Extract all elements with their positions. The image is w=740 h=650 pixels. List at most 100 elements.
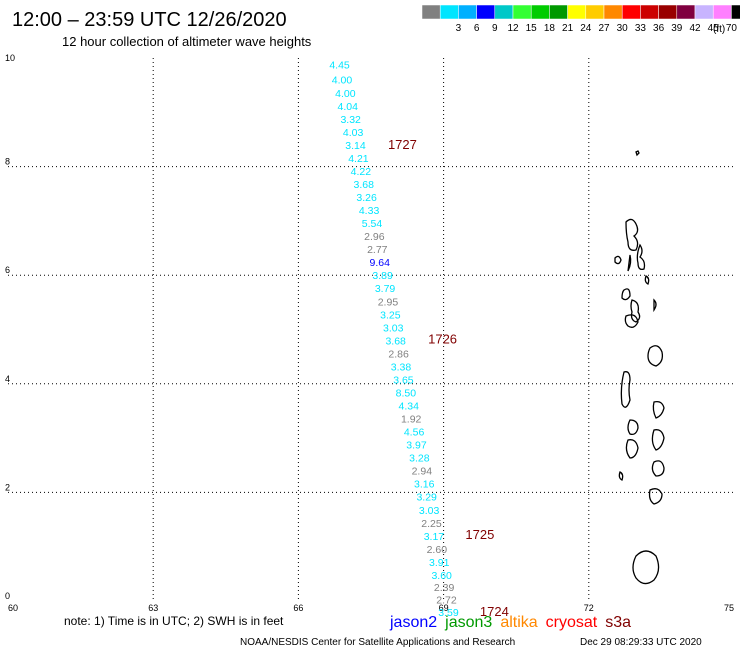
wave-height-label: 3.68 <box>385 335 406 347</box>
color-scale-tick-label: 15 <box>526 23 538 34</box>
wave-height-label: 5.54 <box>362 218 383 230</box>
color-scale-tick-label: 36 <box>653 23 665 34</box>
wave-height-label: 3.32 <box>340 114 361 126</box>
color-scale-tick-label: 18 <box>544 23 556 34</box>
lon-tick-label: 75 <box>724 603 734 613</box>
lon-tick-label: 63 <box>148 603 158 613</box>
time-labels: 1727 1726 1725 1724 <box>388 137 509 619</box>
satellite-legend: jason2 jason3 altika cryosat s3a <box>389 614 631 631</box>
wave-height-label: 3.03 <box>383 322 404 334</box>
wave-height-label: 3.59 <box>438 607 459 619</box>
coastline-maldives <box>614 150 665 585</box>
lat-tick-label: 0 <box>5 591 10 601</box>
wave-height-label: 2.25 <box>421 518 442 530</box>
wave-height-label: 2.39 <box>434 582 455 594</box>
color-scale-tick-label: 9 <box>492 23 498 34</box>
color-scale-tick-label: 33 <box>635 23 647 34</box>
color-scale-swatch <box>421 4 441 20</box>
color-scale-swatch <box>676 4 696 20</box>
wave-height-label: 3.97 <box>406 440 427 452</box>
color-scale-tick-label: 27 <box>598 23 610 34</box>
color-scale-tick-label: 24 <box>580 23 592 34</box>
color-scale-unit: (ft) <box>713 24 725 35</box>
wave-height-label: 3.65 <box>393 374 414 386</box>
wave-height-label: 3.26 <box>356 192 377 204</box>
time-label: 1726 <box>428 331 457 346</box>
map-grid <box>8 58 734 601</box>
color-scale-tick-label: 30 <box>617 23 629 34</box>
wave-height-label: 2.86 <box>388 348 409 360</box>
color-scale-swatch <box>603 4 623 20</box>
wave-height-label: 2.95 <box>378 296 399 308</box>
wave-height-label: 4.33 <box>359 205 380 217</box>
color-scale-tick-label: 12 <box>507 23 519 34</box>
map-axis-labels: 60 63 66 69 72 75 0 2 4 6 8 10 <box>5 53 734 613</box>
color-scale-swatch <box>694 4 714 20</box>
color-scale-swatch <box>658 4 678 20</box>
wave-height-label: 9.64 <box>369 257 390 269</box>
map-subtitle: 12 hour collection of altimeter wave hei… <box>62 34 312 49</box>
lat-tick-label: 2 <box>5 482 10 492</box>
wave-height-label: 1.92 <box>401 414 422 426</box>
wave-height-label: 4.45 <box>329 60 350 72</box>
wave-height-label: 2.72 <box>436 594 457 606</box>
wave-height-label: 2.77 <box>367 244 388 256</box>
lon-tick-label: 66 <box>293 603 303 613</box>
color-scale-swatch <box>458 4 477 20</box>
color-scale-tick-label: 6 <box>474 23 480 34</box>
time-label: 1727 <box>388 137 417 152</box>
color-scale-swatch <box>585 4 605 20</box>
wave-height-label: 2.60 <box>427 544 448 556</box>
lat-tick-label: 6 <box>5 265 10 275</box>
wave-height-label: 3.28 <box>409 453 430 465</box>
wave-height-label: 4.56 <box>404 427 425 439</box>
color-scale-swatch <box>494 4 514 20</box>
wave-height-label: 3.17 <box>424 531 445 543</box>
wave-height-label: 8.50 <box>396 387 417 399</box>
color-scale-swatch <box>621 4 641 20</box>
lon-tick-label: 69 <box>439 603 449 613</box>
color-scale-swatch <box>567 4 587 20</box>
satellite-legend-item: cryosat <box>546 614 598 631</box>
wave-height-label: 3.89 <box>372 270 393 282</box>
wave-height-label: 2.94 <box>412 466 433 478</box>
color-scale-tick-label: 3 <box>456 23 462 34</box>
wave-height-label: 4.00 <box>332 75 353 87</box>
footer-generated: Dec 29 08:29:33 UTC 2020 <box>580 637 702 648</box>
wave-height-label: 3.03 <box>419 505 440 517</box>
time-label: 1725 <box>465 527 494 542</box>
wave-height-label: 4.21 <box>348 153 369 165</box>
wave-height-label: 3.16 <box>414 479 435 491</box>
lat-tick-label: 8 <box>5 157 10 167</box>
lat-tick-label: 4 <box>5 374 10 384</box>
time-label: 1724 <box>480 604 509 619</box>
wave-height-label: 3.29 <box>416 492 437 504</box>
color-scale-swatch <box>512 4 532 20</box>
color-scale-swatch <box>640 4 659 20</box>
lon-tick-label: 72 <box>584 603 594 613</box>
color-scale-tick-label: 70 <box>726 23 738 34</box>
wave-height-label: 4.34 <box>399 401 420 413</box>
color-scale-swatch <box>476 4 496 20</box>
wave-height-label: 3.91 <box>429 557 450 569</box>
map-title: 12:00 – 23:59 UTC 12/26/2020 <box>12 9 287 31</box>
color-scale-swatch <box>549 4 568 20</box>
lat-tick-label: 10 <box>5 53 15 63</box>
wave-height-label: 4.00 <box>335 88 356 100</box>
color-scale-swatch <box>712 4 732 20</box>
satellite-legend-item: jason2 <box>389 614 437 631</box>
altimeter-track: 4.454.004.004.043.324.033.144.214.223.68… <box>329 60 458 619</box>
wave-height-label: 3.79 <box>375 283 396 295</box>
satellite-legend-item: jason3 <box>444 614 492 631</box>
wave-height-label: 3.60 <box>431 570 452 582</box>
color-scale-tick-label: 39 <box>671 23 683 34</box>
footer-credit: NOAA/NESDIS Center for Satellite Applica… <box>240 637 515 648</box>
footer-note: note: 1) Time is in UTC; 2) SWH is in fe… <box>64 614 284 628</box>
wave-height-label: 2.96 <box>364 231 385 243</box>
wave-height-label: 3.14 <box>345 140 366 152</box>
lon-tick-label: 60 <box>8 603 18 613</box>
wave-height-label: 3.25 <box>380 309 401 321</box>
wave-height-label: 3.68 <box>354 179 375 191</box>
satellite-legend-item: altika <box>500 614 537 631</box>
